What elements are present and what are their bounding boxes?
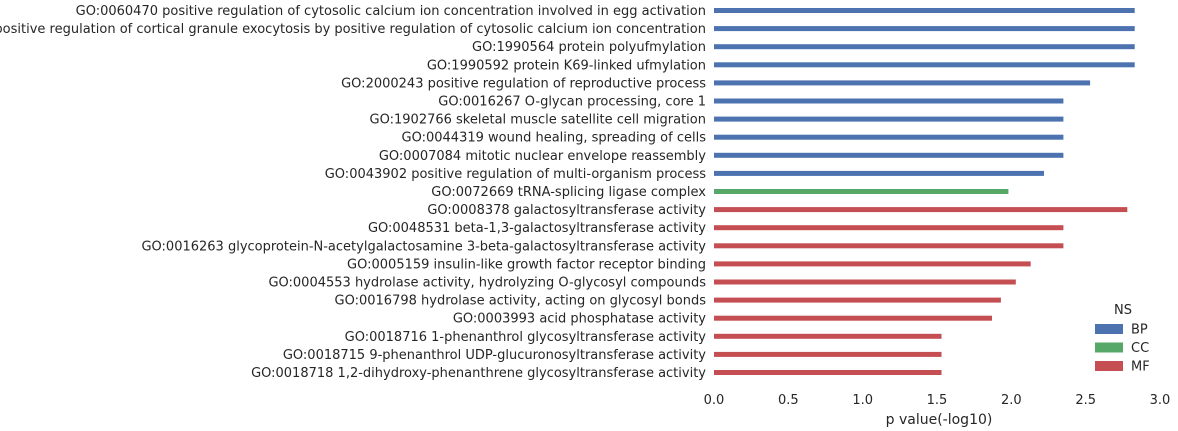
x-tick-label-7: 3.0: [1150, 393, 1171, 408]
legend-swatch-bp: [1095, 324, 1123, 334]
x-tick-label-6: 2.5: [1075, 393, 1096, 408]
category-label-7: GO:1902766 skeletal muscle satellite cel…: [370, 113, 706, 128]
legend: NS BP CC MF: [1095, 303, 1150, 375]
x-tick-label-1: 0.0: [704, 393, 725, 408]
category-label-21: GO:0018718 1,2-dihydroxy-phenanthrene gl…: [251, 366, 706, 381]
x-tick-label-4: 1.5: [927, 393, 948, 408]
category-label-20: GO:0018715 9-phenanthrol UDP-glucuronosy…: [283, 348, 706, 363]
x-tick-label-5: 2.0: [1001, 393, 1022, 408]
legend-label-cc: CC: [1131, 341, 1149, 356]
bar-20: [714, 351, 942, 357]
category-label-17: GO:0016798 hydrolase activity, acting on…: [335, 294, 707, 309]
bar-21: [714, 370, 942, 375]
legend-label-mf: MF: [1131, 360, 1150, 375]
category-labels: GO:0060470 positive regulation of cytoso…: [0, 4, 706, 381]
bars-layer: [714, 8, 1135, 375]
bar-10: [714, 170, 1044, 176]
x-tick-label-2: 0.5: [778, 393, 799, 408]
bar-2: [714, 26, 1135, 32]
legend-title: NS: [1114, 303, 1132, 318]
bar-3: [714, 44, 1135, 50]
category-label-2: GO:0060472 positive regulation of cortic…: [0, 22, 706, 37]
bar-5: [714, 80, 1091, 86]
x-axis-title: p value(-log10): [886, 412, 993, 428]
bar-7: [714, 116, 1064, 122]
category-label-19: GO:0018716 1-phenanthrol glycosyltransfe…: [345, 330, 707, 345]
bar-13: [714, 225, 1064, 231]
category-label-9: GO:0007084 mitotic nuclear envelope reas…: [379, 149, 706, 164]
x-axis-ticks: 0.0 0.5 1.0 1.5 2.0 2.5 3.0: [704, 393, 1171, 408]
category-label-15: GO:0005159 insulin-like growth factor re…: [347, 257, 706, 272]
category-label-11: GO:0072669 tRNA-splicing ligase complex: [431, 185, 706, 200]
bar-1: [714, 8, 1135, 13]
bar-17: [714, 297, 1001, 303]
bar-4: [714, 62, 1135, 68]
category-label-3: GO:1990564 protein polyufmylation: [472, 40, 706, 55]
legend-label-bp: BP: [1131, 323, 1148, 338]
x-tick-label-3: 1.0: [852, 393, 873, 408]
category-label-8: GO:0044319 wound healing, spreading of c…: [402, 131, 707, 146]
category-label-18: GO:0003993 acid phosphatase activity: [453, 312, 706, 327]
bar-8: [714, 134, 1064, 140]
bar-19: [714, 333, 942, 339]
category-label-13: GO:0048531 beta-1,3-galactosyltransferas…: [368, 221, 706, 236]
legend-swatch-cc: [1095, 342, 1123, 353]
category-label-12: GO:0008378 galactosyltransferase activit…: [427, 203, 706, 218]
bar-14: [714, 243, 1064, 249]
bar-12: [714, 207, 1128, 213]
legend-swatch-mf: [1095, 361, 1123, 371]
bar-6: [714, 98, 1064, 104]
category-label-1: GO:0060470 positive regulation of cytoso…: [76, 4, 706, 19]
category-label-14: GO:0016263 glycoprotein-N-acetylgalactos…: [141, 239, 706, 254]
category-label-6: GO:0016267 O-glycan processing, core 1: [438, 95, 706, 110]
bar-9: [714, 152, 1064, 158]
bar-16: [714, 279, 1016, 285]
category-label-4: GO:1990592 protein K69-linked ufmylation: [427, 58, 706, 73]
bar-11: [714, 189, 1009, 194]
category-label-10: GO:0043902 positive regulation of multi-…: [325, 167, 706, 182]
legend-entries: BP CC MF: [1095, 323, 1150, 375]
category-label-16: GO:0004553 hydrolase activity, hydrolyzi…: [268, 276, 706, 291]
bar-15: [714, 261, 1031, 267]
category-label-5: GO:2000243 positive regulation of reprod…: [341, 76, 706, 91]
bar-18: [714, 315, 992, 321]
